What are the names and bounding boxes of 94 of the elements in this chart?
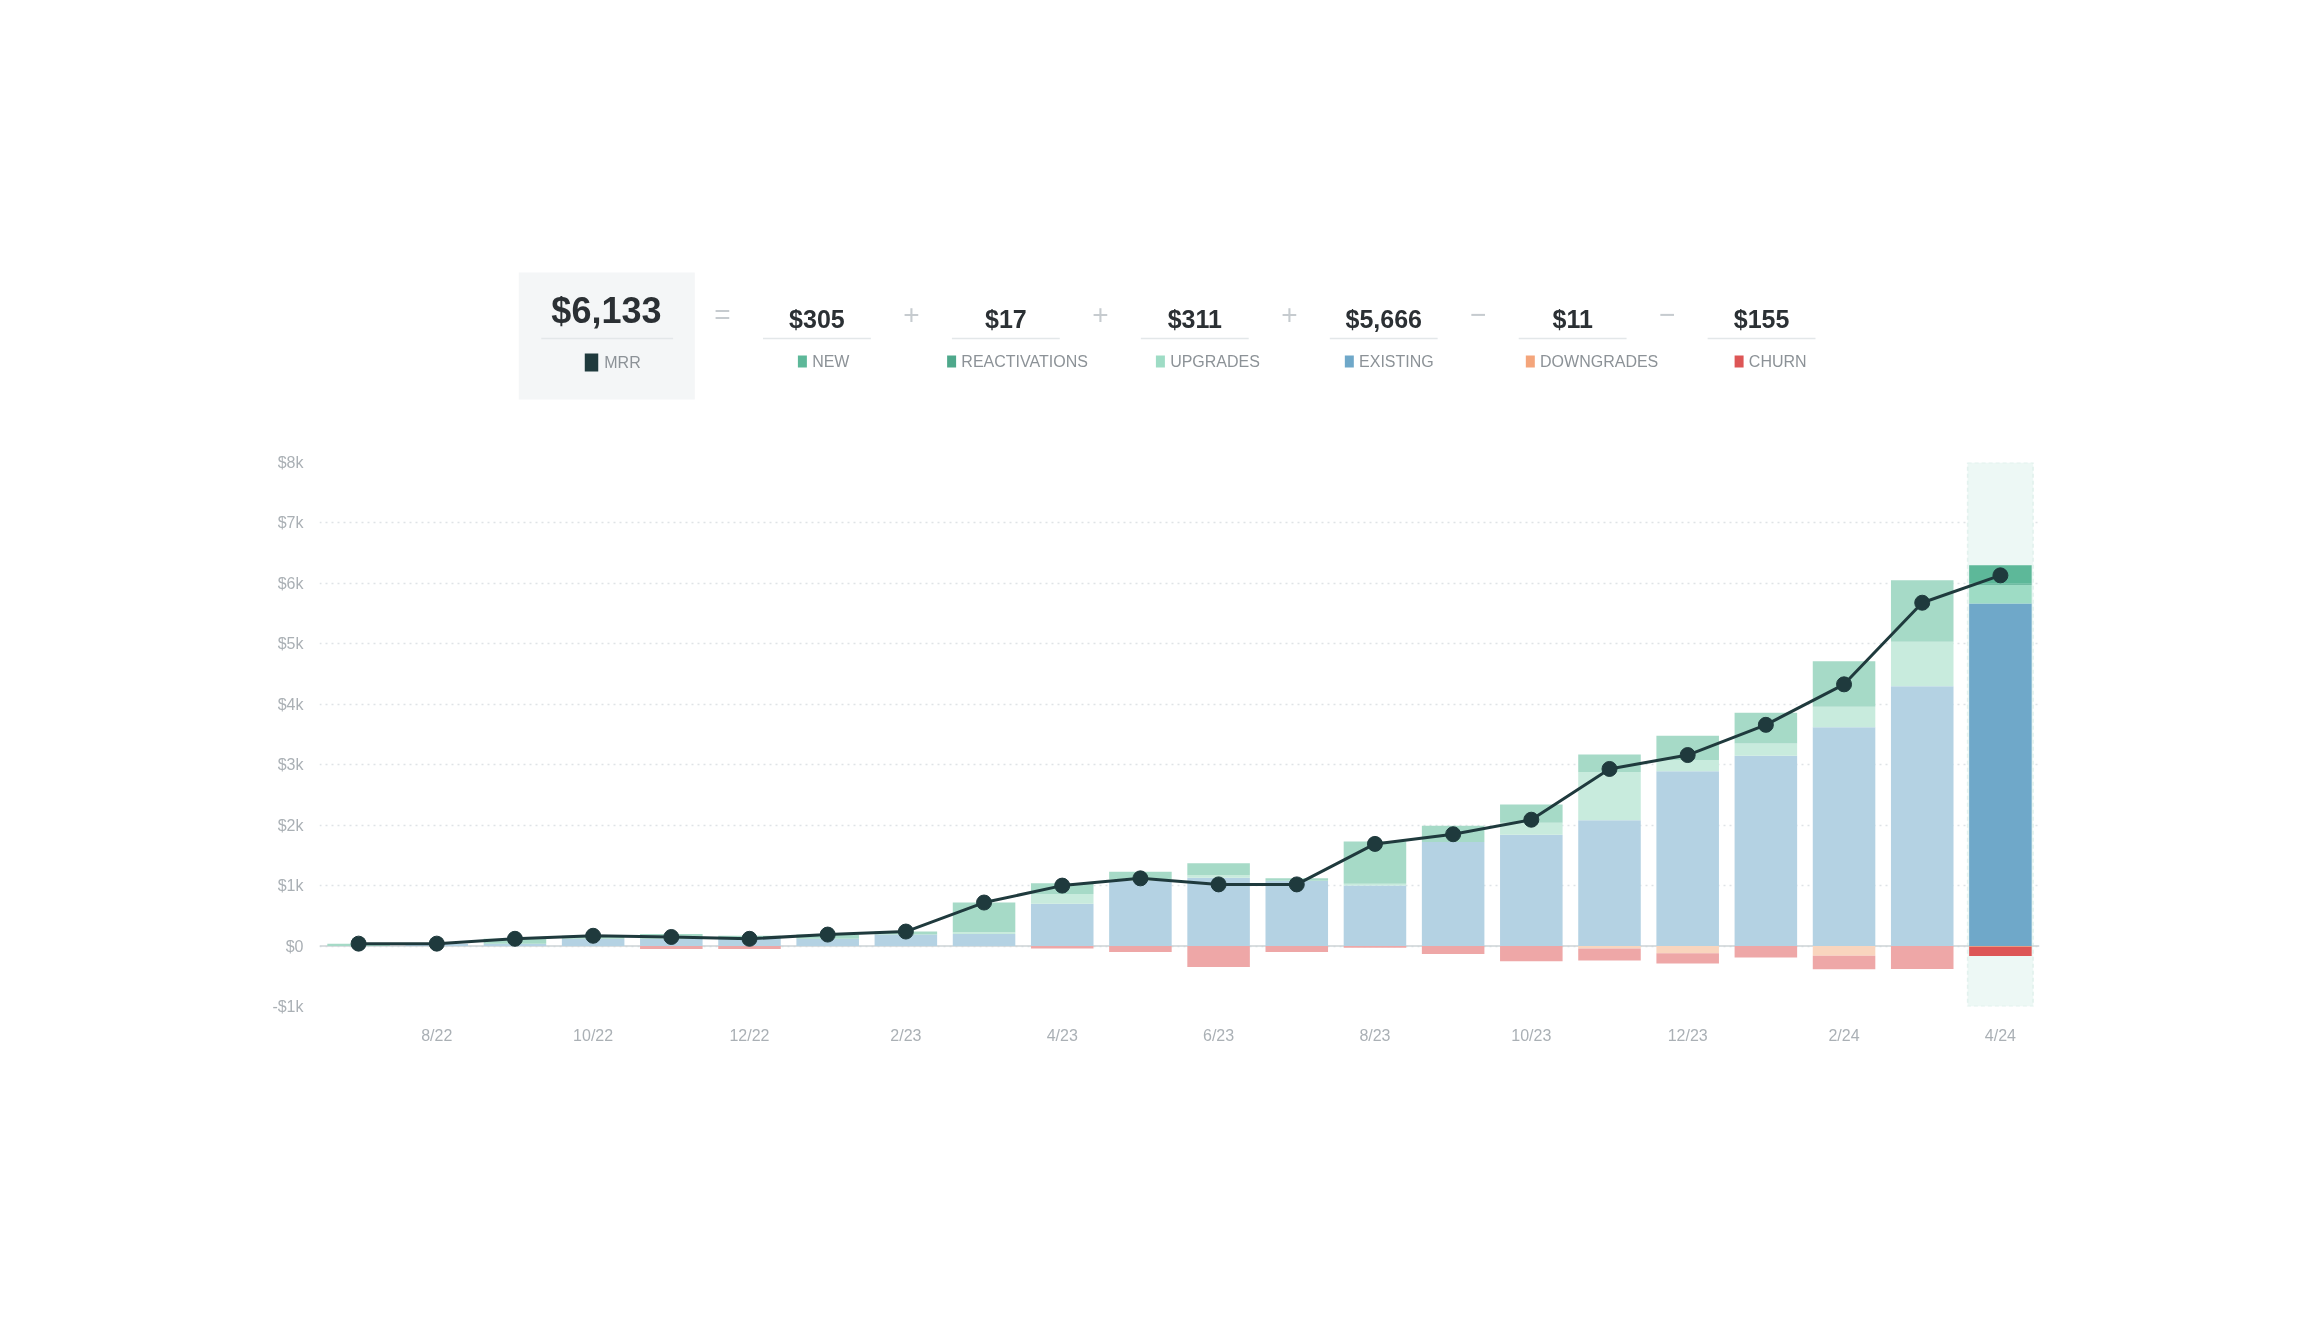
text: $305 [789,304,845,333]
x-tick-label: 10/22 [573,1026,614,1044]
x-tick-label: 8/22 [421,1026,453,1044]
y-tick-label: $4k [277,695,305,713]
bar [1734,946,1798,958]
bar [1734,743,1798,756]
bar [1890,686,1954,947]
bar [1421,946,1485,954]
point [1132,870,1149,887]
point [1210,876,1227,893]
bar [1656,759,1719,772]
bar [1500,834,1563,947]
point [741,930,758,947]
y-tick-label: $3k [277,756,305,774]
x-tick-label: 8/23 [1359,1026,1391,1044]
text: $17 [985,304,1027,333]
text: $155 [1733,304,1790,333]
legend-label: MRR [604,354,641,371]
text: − [1470,299,1487,330]
bar [1265,880,1329,947]
bar [1656,953,1719,964]
x-tick-label: 4/24 [1984,1026,2017,1044]
point [428,935,445,952]
x-tick-label: 4/23 [1046,1026,1078,1044]
x-tick-label: 10/23 [1511,1026,1552,1044]
legend-label: CHURN [1748,353,1807,370]
legend-label: DOWNGRADES [1540,353,1659,370]
bar [1812,955,1876,970]
x-tick-label: 6/23 [1203,1026,1235,1044]
text: = [714,299,731,330]
text: + [903,299,920,330]
y-tick-label: $0 [285,937,304,955]
text: $311 [1167,304,1222,333]
bar [1343,885,1407,947]
bar [640,946,703,950]
bar [1500,946,1563,962]
bar [1265,946,1329,953]
bar [1734,755,1798,947]
bar [1890,641,1954,687]
point [1288,876,1305,893]
bar [1421,842,1485,947]
point [585,927,602,944]
bar [796,938,859,947]
bar [1187,946,1250,967]
legend-label: REACTIVATIONS [961,353,1088,370]
point [663,929,680,945]
bar [1812,706,1876,728]
bar [1812,946,1876,956]
x-tick-label: 2/23 [890,1026,922,1044]
y-tick-label: $5k [277,635,305,653]
bar [1030,903,1094,947]
y-tick-label: $2k [277,816,305,834]
y-tick-label: $1k [277,877,305,895]
text: $11 [1552,304,1593,333]
point [506,930,523,947]
point [819,926,836,943]
point [350,935,367,952]
text: − [1659,299,1676,330]
y-tick-label: $8k [277,454,305,471]
text: $6,133 [551,290,662,331]
text: + [1281,299,1298,330]
bar [1578,948,1641,961]
bar [1890,946,1954,970]
bar [1578,820,1641,947]
bar [1969,946,2032,957]
y-tick-label: -$1k [272,998,305,1015]
x-tick-label: 12/22 [729,1026,770,1044]
point [1366,835,1383,852]
bar [1812,727,1876,947]
text: + [1092,299,1109,330]
bar [1656,771,1719,947]
text: $5,666 [1345,304,1422,333]
legend-label: UPGRADES [1170,353,1260,370]
legend-label: EXISTING [1359,353,1434,370]
bar [1969,584,2032,604]
y-tick-label: $6k [277,574,305,592]
legend-label: NEW [812,353,851,370]
bar [1656,946,1719,954]
y-tick-label: $7k [277,514,305,532]
bar [1578,771,1641,821]
x-tick-label: 12/23 [1667,1026,1708,1044]
point [1054,877,1071,894]
bar [1187,877,1250,947]
point [976,894,993,911]
point [1445,826,1462,843]
bar [1030,894,1094,904]
bar [1109,946,1172,953]
point [897,923,914,940]
bar [952,933,1016,947]
x-tick-label: 2/24 [1828,1026,1860,1044]
bar [1187,863,1250,876]
bar [1109,880,1172,947]
bar [1343,841,1407,884]
bar [718,946,781,950]
